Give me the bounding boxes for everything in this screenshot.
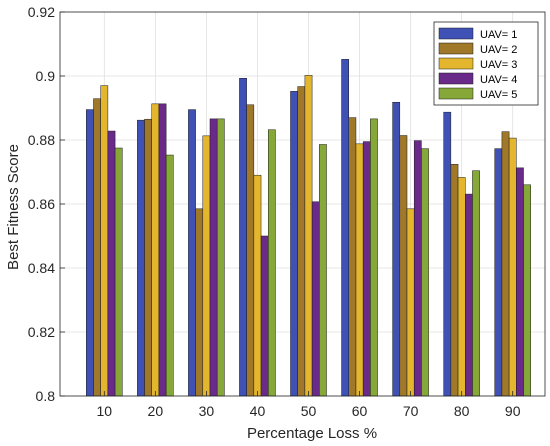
x-tick-label: 80 [454, 403, 470, 419]
bar [188, 109, 196, 397]
bar [216, 118, 225, 397]
bar [86, 109, 94, 397]
legend-swatch [438, 87, 474, 100]
bar [472, 170, 480, 397]
bar [151, 103, 160, 397]
bar [406, 208, 415, 397]
bar [450, 164, 459, 397]
bar [290, 91, 298, 397]
bar [246, 104, 255, 397]
bar [239, 77, 247, 397]
bar [370, 118, 378, 397]
bar [297, 86, 306, 397]
bar [165, 154, 174, 397]
x-tick-label: 70 [403, 403, 419, 419]
bar [399, 135, 408, 397]
legend-swatch [438, 42, 474, 55]
y-tick-label: 0.9 [36, 68, 56, 84]
y-tick-label: 0.92 [28, 4, 55, 20]
x-tick-label: 90 [505, 403, 521, 419]
legend-swatch [438, 27, 474, 40]
bar [202, 135, 211, 397]
y-tick-label: 0.82 [28, 324, 55, 340]
legend-label: UAV= 4 [480, 74, 517, 86]
bar [355, 143, 364, 397]
legend-label: UAV= 1 [480, 29, 517, 41]
x-tick-label: 60 [352, 403, 368, 419]
bar [348, 117, 357, 397]
y-axis-label: Best Fitness Score [5, 144, 22, 270]
bar-series [86, 59, 531, 397]
legend: UAV= 1 UAV= 2 UAV= 3 UAV= 4 UAV= 5 [433, 21, 539, 106]
bar [341, 59, 350, 397]
bar [253, 174, 262, 397]
x-tick-label: 50 [301, 403, 317, 419]
bar [465, 193, 473, 397]
bar [392, 101, 401, 397]
bar [421, 148, 429, 397]
bar [137, 119, 145, 397]
bar [107, 130, 116, 397]
legend-label: UAV= 5 [480, 89, 517, 101]
x-tick-label: 40 [250, 403, 266, 419]
x-axis-ticks: 10 20 30 40 50 60 70 80 90 [97, 391, 521, 419]
bar [523, 184, 531, 397]
bar [267, 129, 276, 397]
legend-swatch [438, 57, 474, 70]
x-tick-label: 20 [148, 403, 164, 419]
bar [158, 103, 167, 397]
bar [195, 208, 204, 397]
bar [516, 167, 524, 397]
bar [260, 235, 269, 397]
bar [413, 140, 422, 397]
bar [304, 75, 313, 397]
bar [209, 118, 218, 397]
x-axis-label: Percentage Loss % [247, 425, 377, 442]
legend-label: UAV= 2 [480, 44, 517, 56]
x-tick-label: 30 [199, 403, 215, 419]
bar [362, 141, 371, 397]
bar [311, 201, 320, 397]
bar [508, 137, 517, 397]
bar [114, 147, 123, 397]
bar [93, 98, 101, 397]
legend-label: UAV= 3 [480, 59, 517, 71]
bar [100, 85, 109, 397]
bar [501, 131, 510, 397]
bar [457, 177, 466, 397]
bar [443, 111, 452, 397]
y-axis-ticks: 0.8 0.82 0.84 0.86 0.88 0.9 0.92 [28, 4, 65, 404]
y-tick-label: 0.84 [28, 260, 55, 276]
y-tick-label: 0.86 [28, 196, 55, 212]
y-tick-label: 0.88 [28, 132, 55, 148]
bar [494, 148, 503, 397]
legend-swatch [438, 72, 474, 85]
y-tick-label: 0.8 [36, 388, 56, 404]
bar [144, 118, 152, 397]
bar [319, 144, 327, 397]
x-tick-label: 10 [97, 403, 113, 419]
